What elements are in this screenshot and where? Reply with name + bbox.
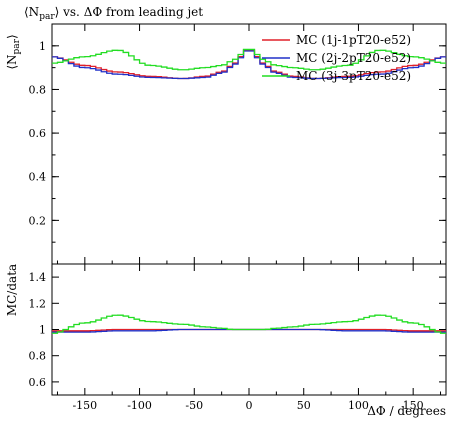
ratio-y-ticks: 0.6 0.8 1 1.2 1.4 (29, 271, 446, 389)
x-tick-label: 100 (348, 399, 369, 412)
ratio-plot-panel: 0.6 0.8 1 1.2 1.4 MC/data (5, 263, 447, 396)
legend: MC (1j-1pT20-e52) MC (2j-2pT20-e52) MC (3j… (262, 33, 411, 83)
y-axis-label-main: ⟨Npar⟩ (5, 34, 22, 69)
y-tick-label-ratio: 1 (39, 324, 46, 337)
legend-entry-2: MC (2j-2pT20-e52) (296, 51, 411, 65)
chart-title: ⟨Npar⟩ vs. ΔΦ from leading jet (24, 5, 203, 22)
main-series-group (52, 48, 446, 80)
title-subscript: par (39, 12, 55, 22)
y-tick-label-main: 0.2 (29, 214, 47, 227)
ylabel-subscript: par (12, 38, 22, 54)
ratio-line-3 (52, 314, 446, 334)
main-x-ticks (56, 24, 442, 264)
y-tick-label-ratio: 0.6 (29, 376, 47, 389)
series-line-2 (52, 50, 446, 80)
x-tick-label: -100 (127, 399, 152, 412)
y-tick-label-main: 0.6 (29, 127, 47, 140)
x-tick-label: -150 (72, 399, 97, 412)
x-tick-label: 150 (403, 399, 424, 412)
y-axis-label-ratio: MC/data (5, 264, 19, 316)
x-tick-label: -50 (185, 399, 203, 412)
x-tick-label: 50 (297, 399, 311, 412)
series-line-3 (52, 48, 446, 71)
main-y-ticks: 0.2 0.4 0.6 0.8 1 (29, 23, 446, 243)
y-tick-label-ratio: 1.4 (29, 271, 47, 284)
y-tick-label-main: 0.4 (29, 171, 47, 184)
x-tick-label: 0 (246, 399, 253, 412)
ylabel-rest: ⟩ (5, 34, 19, 39)
title-rest: ⟩ vs. ΔΦ from leading jet (55, 5, 204, 19)
ratio-x-ticks (56, 264, 442, 395)
y-tick-label-ratio: 1.2 (29, 297, 47, 310)
y-tick-label-ratio: 0.8 (29, 350, 47, 363)
legend-entry-1: MC (1j-1pT20-e52) (296, 33, 411, 47)
y-tick-label-main: 0.8 (29, 83, 47, 96)
x-tick-labels: -150 -100 -50 0 50 100 150 (72, 399, 423, 412)
x-axis-label: ΔΦ / degrees (367, 404, 446, 418)
ratio-series-group (52, 314, 446, 334)
legend-entry-3: MC (3j-3pT20-e52) (296, 69, 411, 83)
y-tick-label-main: 1 (39, 40, 46, 53)
